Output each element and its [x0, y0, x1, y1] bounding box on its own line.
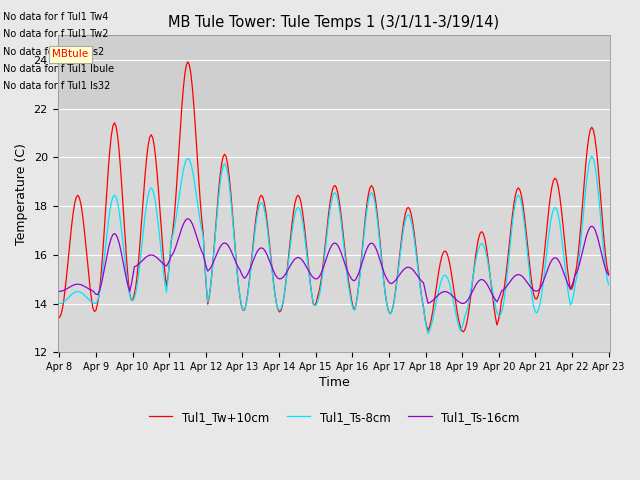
Line: Tul1_Ts-16cm: Tul1_Ts-16cm	[60, 219, 609, 303]
Text: No data for f Tul1 Tw2: No data for f Tul1 Tw2	[3, 29, 109, 39]
Bar	[58, 36, 611, 108]
Tul1_Ts-16cm	[460, 300, 467, 306]
Tul1_Ts-8cm	[247, 269, 255, 275]
Title: MB Tule Tower: Tule Temps 1 (3/1/11-3/19/14): MB Tule Tower: Tule Temps 1 (3/1/11-3/19…	[168, 15, 500, 30]
Tul1_Tw+10cm	[460, 329, 467, 335]
Tul1_Tw+10cm	[56, 315, 63, 321]
Legend: Tul1_Tw+10cm, Tul1_Ts-8cm, Tul1_Ts-16cm: Tul1_Tw+10cm, Tul1_Ts-8cm, Tul1_Ts-16cm	[144, 406, 524, 428]
Tul1_Tw+10cm	[123, 258, 131, 264]
Tul1_Ts-16cm	[239, 274, 247, 279]
Tul1_Tw+10cm	[239, 307, 247, 313]
Tul1_Ts-16cm	[221, 240, 228, 246]
Tul1_Tw+10cm	[221, 151, 228, 157]
Tul1_Ts-16cm	[56, 288, 63, 294]
Text: MBtule: MBtule	[52, 49, 88, 60]
Tul1_Ts-16cm	[577, 255, 585, 261]
Tul1_Tw+10cm	[577, 219, 585, 225]
Tul1_Ts-8cm	[296, 206, 303, 212]
Tul1_Ts-8cm	[576, 252, 584, 258]
Tul1_Ts-16cm	[123, 277, 131, 283]
Tul1_Ts-8cm	[588, 154, 596, 159]
Line: Tul1_Ts-8cm: Tul1_Ts-8cm	[60, 156, 609, 334]
Tul1_Ts-8cm	[220, 163, 227, 169]
Tul1_Ts-16cm	[184, 216, 192, 222]
Tul1_Tw+10cm	[605, 271, 612, 277]
Tul1_Ts-16cm	[605, 272, 612, 278]
Tul1_Tw+10cm	[297, 200, 305, 206]
Text: No data for f Tul1 Ibule: No data for f Tul1 Ibule	[3, 64, 115, 74]
Text: No data for f Tul1 Is32: No data for f Tul1 Is32	[3, 81, 111, 91]
Y-axis label: Temperature (C): Temperature (C)	[15, 143, 28, 245]
Tul1_Ts-8cm	[237, 301, 245, 307]
Tul1_Ts-8cm	[424, 331, 432, 336]
Tul1_Ts-8cm	[56, 300, 63, 306]
Line: Tul1_Tw+10cm: Tul1_Tw+10cm	[60, 62, 609, 332]
Tul1_Ts-8cm	[605, 282, 612, 288]
Text: No data for f Tul1 Tw4: No data for f Tul1 Tw4	[3, 12, 109, 22]
Tul1_Ts-8cm	[123, 273, 131, 278]
Tul1_Ts-16cm	[297, 256, 305, 262]
X-axis label: Time: Time	[319, 376, 349, 389]
Text: No data for f Tul1 Is2: No data for f Tul1 Is2	[3, 47, 104, 57]
Tul1_Ts-16cm	[248, 261, 256, 266]
Tul1_Tw+10cm	[184, 59, 192, 65]
Tul1_Tw+10cm	[248, 251, 256, 256]
